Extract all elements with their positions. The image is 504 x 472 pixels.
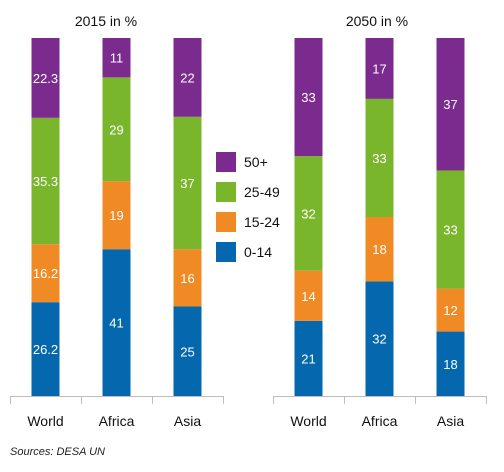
bar-segment-25-49-africa: [102, 77, 131, 182]
data-label: 19: [109, 208, 123, 223]
bar-segment-50plus-asia: [436, 38, 465, 171]
bar-segment-15-24-asia: [173, 249, 202, 307]
bar-segment-50plus-asia: [173, 38, 202, 117]
bar-segment-50plus-africa: [102, 38, 131, 78]
data-label: 32: [301, 206, 315, 221]
bar-segment-15-24-asia: [436, 288, 465, 332]
bar-segment-0-14-africa: [365, 281, 394, 396]
category-label-africa: Africa: [362, 413, 398, 429]
data-label: 16: [180, 271, 194, 286]
bar-segment-25-49-asia: [173, 116, 202, 250]
bar-segment-0-14-asia: [436, 331, 465, 396]
legend-swatch-15-24: [216, 212, 236, 232]
category-label-asia: Asia: [174, 413, 201, 429]
data-label: 14: [301, 289, 315, 304]
bar-segment-50plus-world: [31, 38, 60, 118]
data-label: 18: [372, 242, 386, 257]
bar-segment-15-24-africa: [102, 181, 131, 250]
bar-segment-15-24-world: [31, 244, 60, 303]
data-label: 22.3: [33, 71, 58, 86]
data-label: 12: [443, 303, 457, 318]
legend-swatch-25-49: [216, 182, 236, 202]
data-label: 26.2: [33, 342, 58, 357]
data-label: 33: [301, 90, 315, 105]
bar-segment-25-49-world: [294, 156, 323, 271]
data-label: 18: [443, 357, 457, 372]
bar-segment-0-14-world: [31, 302, 60, 396]
bar-segment-0-14-asia: [173, 306, 202, 396]
data-label: 16.2: [33, 266, 58, 281]
bar-segment-50plus-africa: [365, 38, 394, 99]
data-label: 33: [443, 223, 457, 238]
legend-label: 50+: [244, 154, 268, 170]
legend-label: 0-14: [244, 244, 272, 260]
category-label-africa: Africa: [99, 413, 135, 429]
source-note: Sources: DESA UN: [10, 446, 105, 458]
data-label: 22: [180, 70, 194, 85]
chart-title: 2015 in %: [75, 13, 137, 29]
bar-segment-15-24-africa: [365, 217, 394, 282]
category-label-world: World: [27, 413, 63, 429]
data-label: 35.3: [33, 174, 58, 189]
bar-segment-25-49-asia: [436, 170, 465, 289]
bar-segment-25-49-africa: [365, 98, 394, 217]
data-label: 21: [301, 351, 315, 366]
data-label: 33: [372, 151, 386, 166]
legend-label: 25-49: [244, 184, 280, 200]
bar-segment-25-49-world: [31, 117, 60, 245]
data-label: 32: [372, 332, 386, 347]
bar-segment-15-24-world: [294, 270, 323, 321]
data-label: 29: [109, 122, 123, 137]
legend-label: 15-24: [244, 214, 280, 230]
data-label: 37: [443, 97, 457, 112]
bar-segment-0-14-world: [294, 320, 323, 396]
chart-title: 2050 in %: [346, 13, 408, 29]
data-label: 41: [109, 316, 123, 331]
data-label: 37: [180, 176, 194, 191]
data-label: 17: [372, 61, 386, 76]
data-label: 25: [180, 344, 194, 359]
bar-segment-0-14-africa: [102, 249, 131, 396]
legend-swatch-50plus: [216, 152, 236, 172]
category-label-world: World: [290, 413, 326, 429]
category-label-asia: Asia: [437, 413, 464, 429]
bar-segment-50plus-world: [294, 38, 323, 157]
data-label: 11: [110, 51, 124, 66]
legend-swatch-0-14: [216, 242, 236, 262]
